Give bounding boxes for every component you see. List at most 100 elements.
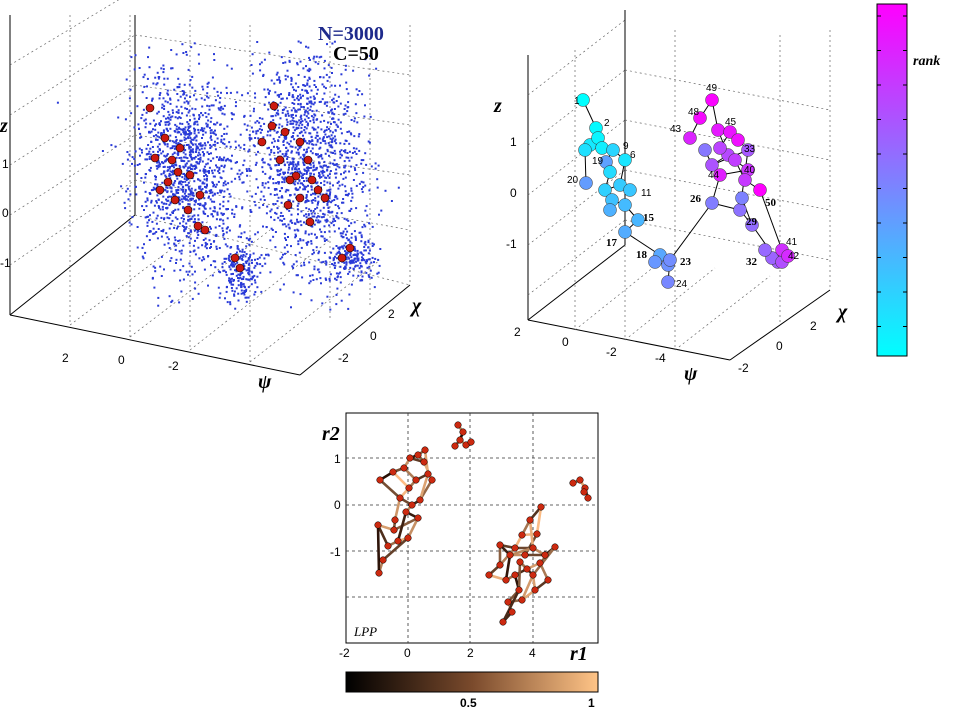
panel-a-sample-point: [323, 67, 326, 70]
panel-a-sample-point: [313, 173, 315, 176]
panel-a-sample-point: [282, 171, 285, 174]
panel-a-sample-point: [287, 171, 289, 174]
panel-a-sample-point: [275, 182, 278, 185]
panel-a-sample-point: [290, 306, 292, 309]
panel-a-sample-point: [215, 183, 218, 186]
panel-a-sample-point: [164, 159, 167, 162]
panel-a-sample-point: [367, 140, 370, 143]
panel-a-sample-point: [247, 272, 250, 274]
panel-a-sample-point: [318, 171, 320, 174]
panel-a-sample-point: [297, 163, 300, 166]
panel-a-sample-point: [181, 181, 184, 183]
panel-a-sample-point: [157, 304, 160, 307]
panel-a-sample-point: [225, 257, 228, 260]
panel-a-sample-point: [331, 42, 334, 45]
panel-a-sample-point: [275, 112, 278, 115]
panel-a-sample-point: [204, 144, 207, 147]
panel-a-sample-point: [256, 120, 259, 123]
panel-a-sample-point: [162, 71, 165, 74]
panel-a-sample-point: [169, 98, 172, 101]
panel-a-sample-point: [167, 116, 169, 119]
panel-a-sample-point: [281, 195, 283, 198]
panel-a-sample-point: [297, 213, 299, 216]
rank-colorbar-label: rank: [913, 54, 940, 69]
panel-a-sample-point: [283, 163, 286, 166]
panel-a-sample-point: [164, 174, 167, 177]
panel-a-sample-point: [170, 301, 173, 303]
panel-a-sample-point: [279, 190, 282, 192]
panel-a-sample-point: [160, 132, 162, 135]
panel-a-sample-point: [268, 146, 270, 149]
panel-a-sample-point: [338, 207, 341, 210]
panel-a-sample-point: [166, 129, 169, 132]
panel-a-sample-point: [334, 129, 337, 132]
panel-a-sample-point: [344, 233, 347, 236]
panel-b-node: [733, 203, 747, 217]
panel-a-sample-point: [282, 283, 285, 286]
panel-a-sample-point: [221, 262, 224, 265]
panel-a-sample-point: [203, 165, 206, 168]
panel-a-sample-point: [154, 266, 157, 269]
panel-a-sample-point: [220, 157, 223, 160]
panel-a-sample-point: [238, 257, 241, 260]
panel-a-sample-point: [259, 125, 262, 128]
panel-c-node: [533, 530, 541, 538]
panel-a-sample-point: [183, 229, 186, 232]
panel-a-sample-point: [202, 256, 205, 259]
panel-a-sample-point: [335, 245, 338, 247]
panel-a-sample-point: [365, 205, 368, 208]
panel-a-sample-point: [324, 277, 327, 280]
panel-a-sample-point: [330, 151, 333, 154]
panel-a-sample-point: [163, 170, 166, 173]
panel-a-sample-point: [208, 108, 211, 111]
panel-c-node: [408, 501, 416, 509]
panel-a-sample-point: [310, 193, 313, 196]
panel-a-sample-point: [183, 91, 186, 94]
panel-a-sample-point: [315, 143, 318, 146]
panel-a-sample-point: [149, 122, 152, 125]
panel-a-sample-point: [350, 222, 353, 225]
panel-a-sample-point: [206, 184, 208, 187]
panel-a-sample-point: [161, 205, 164, 208]
panel-a-sample-point: [301, 177, 304, 179]
panel-a-sample-point: [339, 150, 341, 153]
panel-a-sample-point: [209, 159, 212, 162]
panel-a-sample-point: [233, 265, 235, 268]
panel-a-sample-point: [332, 264, 335, 267]
panel-a-sample-point: [230, 112, 233, 115]
panel-a-sample-point: [169, 201, 172, 204]
panel-a-sample-point: [325, 218, 328, 221]
panel-a-sample-point: [159, 208, 162, 211]
panel-a-sample-point: [148, 155, 151, 158]
panel-a-sample-point: [180, 128, 183, 131]
panel-a-sample-point: [138, 147, 141, 150]
panel-a-sample-point: [368, 54, 371, 57]
panel-a-sample-point: [359, 262, 362, 265]
panel-a-sample-point: [302, 161, 305, 164]
panel-a-sample-point: [214, 99, 217, 102]
panel-a-sample-point: [178, 165, 181, 167]
panel-a-sample-point: [347, 256, 350, 259]
panel-a-sample-point: [282, 253, 284, 256]
panel-c-edge: [392, 516, 420, 532]
panel-a-sample-point: [254, 163, 257, 166]
panel-a-sample-point: [241, 259, 244, 261]
panel-a-sample-point: [378, 213, 380, 216]
panel-a-sample-point: [297, 202, 300, 205]
panel-c-edge: [418, 472, 430, 502]
panel-c-node: [511, 544, 519, 552]
panel-a-sample-point: [284, 78, 287, 81]
panel-a-sample-point: [301, 174, 304, 177]
panel-a-sample-point: [315, 109, 318, 112]
panel-c-node: [402, 508, 410, 516]
panel-a-sample-point: [348, 261, 351, 264]
panel-a-sample-point: [189, 251, 192, 253]
panel-a-sample-point: [189, 137, 192, 139]
panel-a-sample-point: [170, 190, 173, 193]
panel-a-sample-point: [256, 275, 259, 278]
panel-a-sample-point: [298, 179, 301, 182]
panel-c-node: [454, 421, 462, 429]
panel-a-sample-point: [273, 218, 276, 221]
panel-a-sample-point: [250, 283, 253, 286]
panel-a-sample-point: [194, 253, 197, 256]
